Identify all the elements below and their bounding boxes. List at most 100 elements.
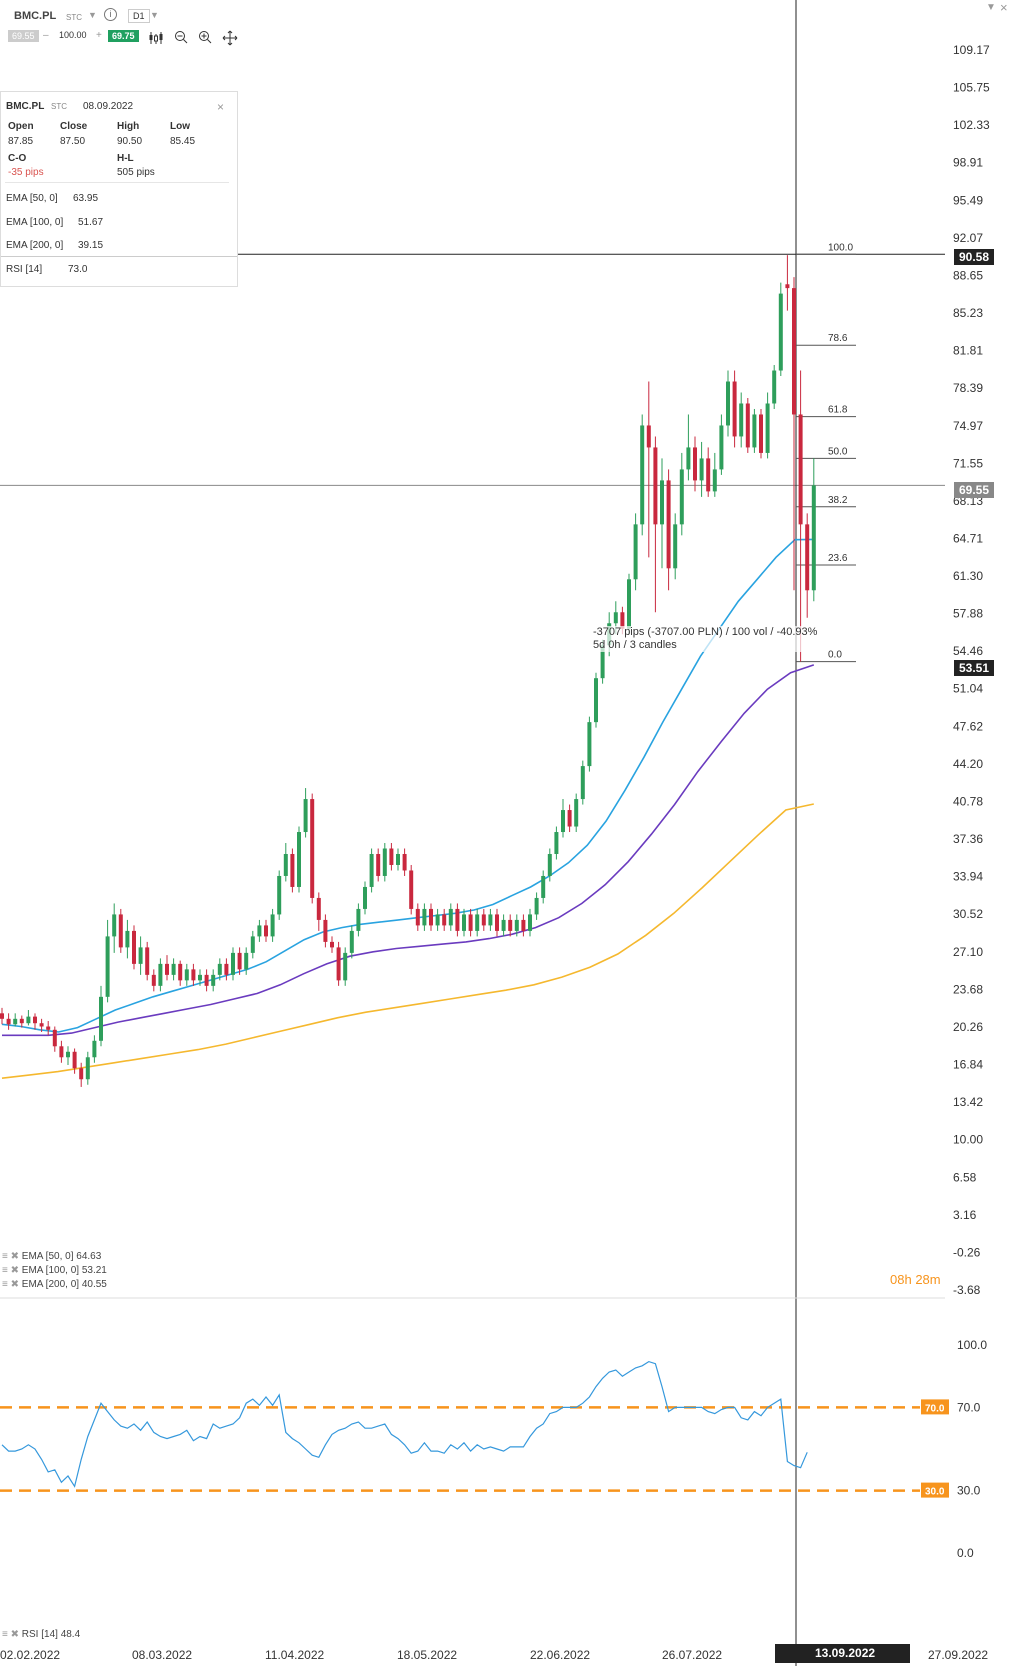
candle-body [204, 974, 209, 986]
candle-body [448, 908, 453, 926]
timeframe-select[interactable]: D1 [128, 9, 150, 23]
candle-body [46, 1026, 51, 1030]
y-tick-label: 105.75 [953, 81, 990, 95]
symbol-dropdown-icon[interactable]: ▼ [88, 10, 97, 20]
candle-body [349, 930, 354, 953]
candle-body [633, 524, 638, 580]
high-value: 90.50 [117, 136, 143, 147]
legend-ema50[interactable]: ≡ ✖ EMA [50, 0] 64.63 [2, 1251, 101, 1262]
ema100-value: 51.67 [78, 217, 104, 228]
candle-body [250, 936, 255, 953]
ema50-value: 63.95 [73, 193, 99, 204]
co-value: -35 pips [8, 167, 44, 178]
candle-body [462, 914, 466, 931]
candle-body [125, 930, 130, 948]
y-tick-label: 85.23 [953, 306, 983, 320]
legend-ema50-text: EMA [50, 0] 64.63 [21, 1251, 102, 1262]
y-tick-label: -3.68 [953, 1283, 981, 1297]
candle-body [501, 919, 506, 931]
candle-body [547, 853, 552, 876]
y-tick-label: 40.78 [953, 794, 983, 808]
candle-body [726, 381, 730, 426]
candle-body [528, 914, 532, 931]
y-tick-label: 78.39 [953, 381, 983, 395]
zoom-out-icon[interactable] [174, 30, 188, 44]
candle-body [79, 1068, 84, 1080]
x-label: 27.09.2022 [928, 1648, 989, 1662]
candle-body [376, 853, 381, 876]
legend-rsi[interactable]: ≡ ✖ RSI [14] 48.4 [2, 1629, 80, 1640]
candle-body [336, 947, 341, 981]
candle-body [706, 458, 711, 492]
candle-body [587, 722, 592, 767]
candle-body [270, 914, 275, 937]
rsi-label: RSI [14] [6, 264, 43, 275]
candle-body [92, 1040, 97, 1058]
candle-body [277, 875, 282, 915]
candle-body [673, 524, 678, 569]
candle-body [105, 936, 110, 997]
candle-body [310, 799, 315, 898]
candle-body [132, 930, 136, 964]
candle-body [778, 293, 783, 371]
y-tick-label: 3.16 [953, 1208, 977, 1222]
y-tick-label: 74.97 [953, 419, 983, 433]
y-tick-label: 33.94 [953, 870, 983, 884]
timeframe-dropdown-icon[interactable]: ▼ [150, 10, 159, 20]
candle-body [112, 914, 117, 937]
close-value: 87.50 [60, 136, 86, 147]
crosshair-icon[interactable] [222, 30, 238, 46]
candle-body [6, 1018, 11, 1025]
hl-label: H-L [117, 153, 134, 164]
y-tick-label: 27.10 [953, 945, 983, 959]
y-tick-label: 102.33 [953, 118, 990, 132]
info-type: STC [51, 102, 67, 111]
candle-body [165, 963, 169, 975]
candle-body [145, 947, 150, 975]
candle-body [264, 925, 268, 937]
low-label: Low [170, 121, 190, 132]
rsi-level-label: 30.0 [925, 1487, 945, 1498]
y-tick-label: 6.58 [953, 1170, 977, 1184]
rsi-line [1, 1360, 808, 1488]
legend-ema200[interactable]: ≡ ✖ EMA [200, 0] 40.55 [2, 1279, 107, 1290]
candles-icon[interactable] [148, 30, 164, 46]
candle-body [495, 914, 499, 931]
open-value: 87.85 [8, 136, 34, 147]
candle-body [574, 799, 579, 827]
info-icon[interactable]: i [104, 8, 117, 21]
x-label: 02.02.2022 [0, 1648, 61, 1662]
candle-body [409, 870, 414, 909]
ask-price[interactable]: 69.75 [108, 30, 139, 42]
candle-body [765, 403, 770, 453]
candle-body [613, 612, 618, 624]
candle-body [666, 480, 671, 569]
candle-body [158, 963, 163, 986]
y-tick-label: 20.26 [953, 1020, 983, 1034]
candle-body [660, 480, 664, 525]
x-label: 11.04.2022 [265, 1648, 325, 1662]
candle-body [415, 908, 420, 926]
zoom-in-icon[interactable] [198, 30, 212, 44]
legend-icon: ≡ ✖ [2, 1265, 22, 1276]
symbol-label[interactable]: BMC.PL [14, 10, 57, 22]
candle-body [244, 952, 249, 970]
measure-annotation[interactable]: -3707 pips (-3707.00 PLN) / 100 vol / -4… [593, 626, 818, 652]
candle-body [13, 1018, 18, 1025]
legend-ema100[interactable]: ≡ ✖ EMA [100, 0] 53.21 [2, 1265, 107, 1276]
candle-body [138, 947, 143, 964]
window-close-icon[interactable]: × [1000, 0, 1008, 15]
candle-body [191, 969, 196, 981]
window-menu-icon[interactable]: ▼ [986, 2, 996, 13]
volume-input[interactable]: 100.00 [59, 30, 87, 40]
measure-line2: 5d 0h / 3 candles [593, 639, 677, 651]
candle-body [541, 875, 546, 898]
close-icon[interactable]: × [217, 100, 225, 114]
minus-button[interactable]: – [43, 30, 49, 41]
low-value: 85.45 [170, 136, 196, 147]
candle-body [118, 914, 123, 948]
bid-price[interactable]: 69.55 [8, 30, 39, 42]
plus-button[interactable]: + [96, 30, 102, 41]
candle-body [52, 1029, 57, 1047]
